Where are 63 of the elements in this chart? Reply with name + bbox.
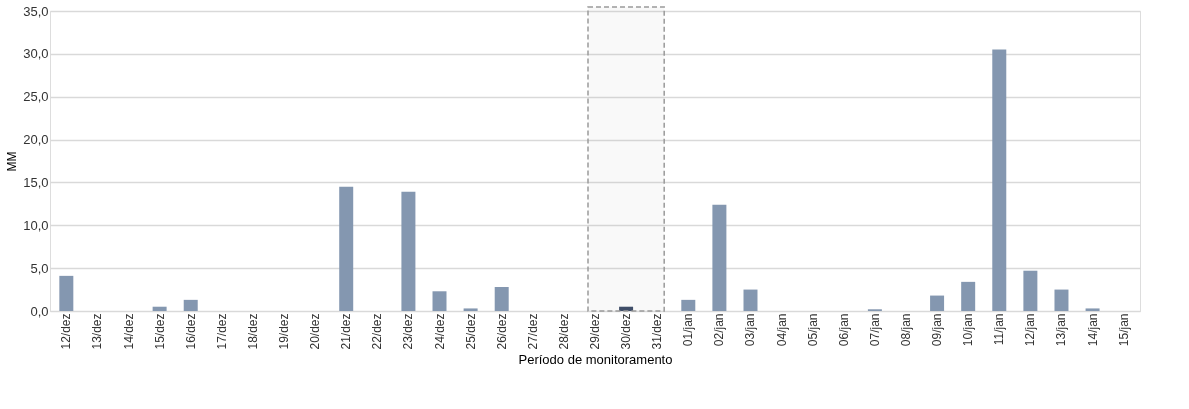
bar [1054,289,1069,311]
x-tick-label: 27/dez [525,313,540,350]
x-tick-label: 18/dez [245,313,260,350]
y-tick-label: 30,0 [23,46,49,62]
y-tick-label: 10,0 [23,217,49,233]
x-tick-label: 21/dez [339,313,354,350]
bar [961,281,976,311]
x-tick-label: 14/dez [121,313,136,350]
x-tick-label: 28/dez [556,313,571,350]
x-tick-label: 15/dez [152,313,167,350]
bar [183,299,198,311]
x-tick-label: 22/dez [370,313,385,350]
x-tick-label: 11/jan [992,313,1007,346]
bar [339,186,354,311]
y-axis-title: MM [5,151,20,172]
x-tick-label: 29/dez [588,313,602,350]
x-tick-label: 12/dez [59,313,74,350]
y-tick-label: 15,0 [23,174,49,190]
bar [992,49,1007,311]
y-tick-label: 5,0 [30,260,49,276]
bar [401,191,416,311]
y-tick-label: 35,0 [23,3,49,19]
x-tick-label: 14/jan [1085,313,1100,347]
x-tick-label: 31/dez [650,313,665,350]
x-tick-label: 03/jan [743,313,758,347]
x-tick-label: 06/jan [836,313,851,347]
x-tick-label: 19/dez [277,313,292,350]
bar [712,204,727,311]
x-tick-label: 10/jan [961,313,976,347]
x-tick-label: 23/dez [401,313,416,350]
y-tick-label: 20,0 [23,132,49,148]
bar [930,295,945,311]
bar [463,308,478,311]
x-tick-label: 08/jan [898,313,913,347]
x-tick-label: 04/jan [774,313,789,347]
y-tick-label: 0,0 [30,303,49,319]
x-tick-label: 01/jan [681,313,696,347]
bar [1085,308,1100,311]
x-axis-title: Período de monitoramento [518,351,673,367]
x-tick-label: 09/jan [930,313,945,347]
x-tick-label: 26/dez [494,313,509,350]
x-tick-label: 13/jan [1054,313,1069,347]
x-tick-label: 07/jan [867,313,882,347]
x-tick-label: 02/jan [712,313,727,347]
x-tick-label: 24/dez [432,313,447,350]
bar [681,299,696,311]
x-tick-label: 13/dez [90,313,105,350]
bar [743,289,758,311]
bar [494,287,509,311]
x-tick-label: 17/dez [214,313,229,350]
x-tick-label: 25/dez [463,313,478,350]
bar [432,291,447,311]
x-tick-label: 05/jan [805,313,820,347]
x-tick-label: 16/dez [183,313,198,350]
x-tick-label: 15/jan [1116,313,1131,347]
x-tick-label: 12/jan [1023,313,1038,347]
x-tick-label: 30/dez [619,313,634,350]
bar [59,275,74,311]
x-tick-label: 20/dez [308,313,323,350]
bar [1023,270,1038,311]
bar [152,306,167,311]
y-tick-label: 25,0 [23,89,49,105]
bar [619,306,634,311]
